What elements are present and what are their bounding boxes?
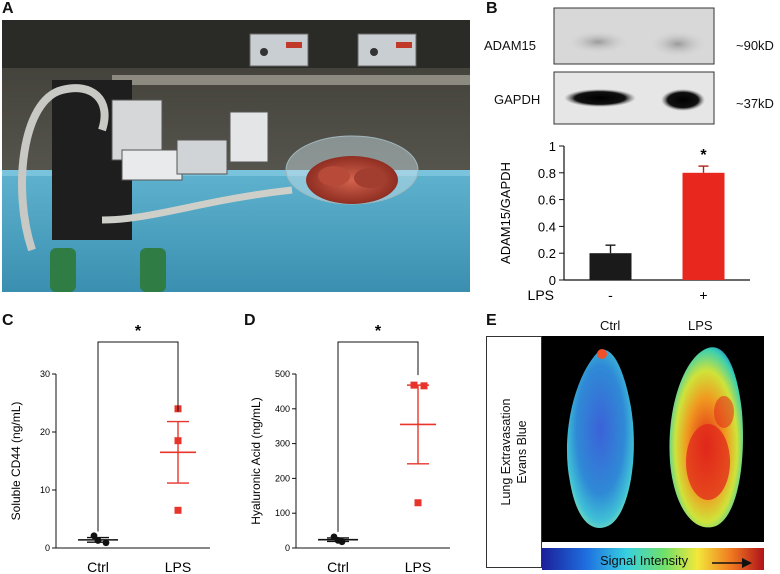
y-tick-label: 0 [285, 543, 290, 553]
data-point [414, 499, 422, 507]
y-tick-label: 300 [275, 439, 290, 449]
y-tick-label: 10 [40, 485, 50, 495]
y-tick-label: 500 [275, 369, 290, 379]
evans-blue-side-box [486, 336, 542, 568]
y-tick-label: 0.6 [538, 193, 556, 208]
y-tick-label: 0.8 [538, 166, 556, 181]
evans-blue-label-line2: Evans Blue [515, 420, 529, 484]
blot-label-gapdh: GAPDH [494, 92, 541, 107]
x-tick-label: LPS [405, 559, 431, 574]
western-blot [553, 7, 715, 125]
chart-soluble-cd44: 0 10 20 30 Ctrl LPS * Soluble CD44 (ng/mL) [9, 323, 210, 574]
y-tick-label: 0.2 [538, 246, 556, 261]
significance-star: * [700, 147, 707, 164]
panel-b-label: B [486, 0, 498, 17]
bar-0 [589, 253, 632, 280]
blot-label-adam15: ADAM15 [484, 38, 537, 53]
x-tick-label: LPS [165, 559, 191, 574]
panel-e-label: E [486, 312, 497, 329]
chart-adam15-ratio: 0 0.2 0.4 0.6 0.8 1 - + * LPS ADAM15/GAPDH [498, 139, 750, 303]
evans-blue-panel [538, 336, 764, 570]
bar-1 [682, 172, 725, 280]
panel-c-label: C [2, 312, 14, 329]
lung-col-ctrl: Ctrl [600, 318, 621, 333]
data-point [174, 506, 182, 514]
y-tick-label: 0 [45, 543, 50, 553]
y-tick-label: 1 [549, 139, 556, 154]
y-tick-label: 30 [40, 369, 50, 379]
x-tick-label: Ctrl [87, 559, 109, 574]
x-tick-label: + [699, 287, 707, 303]
colorbar-arrow-icon [712, 558, 752, 568]
blot-size-adam15: ~90kD [736, 38, 774, 53]
x-tick-label: - [608, 287, 613, 303]
colorbar-label: Signal Intensity [600, 553, 689, 568]
panel-a-label: A [2, 0, 14, 17]
significance-star: * [375, 323, 382, 340]
lung-col-lps: LPS [688, 318, 713, 333]
panel-d-label: D [244, 312, 256, 329]
y-tick-label: 20 [40, 427, 50, 437]
y-tick-label: 400 [275, 404, 290, 414]
significance-bracket [337, 341, 419, 532]
y-tick-label: 0 [549, 273, 556, 288]
y-axis-label: ADAM15/GAPDH [498, 162, 513, 264]
chart-hyaluronic-acid: 0 100 200 300 400 500 Ctrl LPS * Hyaluronic Acid … [249, 323, 450, 574]
y-axis-label: Hyaluronic Acid (ng/mL) [249, 397, 263, 524]
significance-star: * [135, 323, 142, 340]
y-tick-label: 200 [275, 473, 290, 483]
x-tick-label: Ctrl [327, 559, 349, 574]
y-axis-label: Soluble CD44 (ng/mL) [9, 402, 23, 521]
x-axis-label: LPS [528, 287, 554, 303]
blot-size-gapdh: ~37kD [736, 96, 774, 111]
y-tick-label: 0.4 [538, 219, 556, 234]
evans-blue-label-line1: Lung Extravasation [499, 398, 513, 506]
y-tick-label: 100 [275, 508, 290, 518]
significance-bracket [97, 341, 179, 532]
lung-perfusion-photo [2, 20, 470, 292]
